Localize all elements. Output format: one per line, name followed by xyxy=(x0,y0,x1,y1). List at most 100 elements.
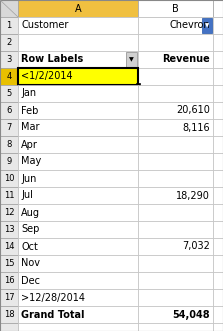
Text: Customer: Customer xyxy=(21,21,68,30)
Bar xyxy=(138,170,213,187)
Text: >12/28/2014: >12/28/2014 xyxy=(21,293,85,303)
Bar xyxy=(0,289,18,306)
Bar xyxy=(138,272,213,289)
Bar xyxy=(138,102,213,119)
Bar xyxy=(213,85,223,102)
Bar xyxy=(18,119,138,136)
Bar xyxy=(213,68,223,85)
Text: 13: 13 xyxy=(4,225,14,234)
Bar xyxy=(0,119,18,136)
Bar xyxy=(138,34,213,51)
Bar xyxy=(0,0,18,17)
Bar xyxy=(138,0,213,17)
Bar xyxy=(126,52,137,67)
Text: 11: 11 xyxy=(4,191,14,200)
Bar xyxy=(0,323,18,331)
Bar xyxy=(138,323,213,331)
Text: Apr: Apr xyxy=(21,139,38,150)
Bar xyxy=(138,51,213,68)
Bar xyxy=(213,0,223,17)
Bar xyxy=(138,221,213,238)
Bar xyxy=(138,238,213,255)
Bar xyxy=(0,34,18,51)
Bar xyxy=(213,136,223,153)
Bar xyxy=(0,68,18,85)
Bar xyxy=(213,204,223,221)
Bar xyxy=(18,17,138,34)
Text: Chevron: Chevron xyxy=(169,21,210,30)
Text: Oct: Oct xyxy=(21,242,38,252)
Text: 15: 15 xyxy=(4,259,14,268)
Text: Jun: Jun xyxy=(21,173,36,183)
Text: Revenue: Revenue xyxy=(162,55,210,65)
Text: Sep: Sep xyxy=(21,224,39,234)
Bar xyxy=(213,187,223,204)
Bar xyxy=(213,170,223,187)
Text: Jul: Jul xyxy=(21,191,33,201)
Bar xyxy=(0,51,18,68)
Text: ▼: ▼ xyxy=(129,57,134,62)
Bar xyxy=(138,153,213,170)
Bar xyxy=(18,85,138,102)
Bar xyxy=(0,187,18,204)
Bar xyxy=(18,187,138,204)
Bar xyxy=(138,68,213,85)
Bar xyxy=(213,34,223,51)
Bar xyxy=(0,136,18,153)
Bar xyxy=(136,83,140,87)
Bar xyxy=(18,323,138,331)
Bar xyxy=(213,306,223,323)
Bar xyxy=(202,18,212,33)
Text: 54,048: 54,048 xyxy=(172,309,210,319)
Text: 8: 8 xyxy=(6,140,12,149)
Text: B: B xyxy=(172,4,179,14)
Text: 10: 10 xyxy=(4,174,14,183)
Bar xyxy=(18,204,138,221)
Text: Grand Total: Grand Total xyxy=(21,309,85,319)
Bar xyxy=(138,289,213,306)
Text: 7,032: 7,032 xyxy=(182,242,210,252)
Bar xyxy=(213,255,223,272)
Bar xyxy=(18,306,138,323)
Bar xyxy=(18,255,138,272)
Bar xyxy=(18,238,138,255)
Bar xyxy=(138,204,213,221)
Bar xyxy=(0,170,18,187)
Text: 3: 3 xyxy=(6,55,12,64)
Bar xyxy=(213,17,223,34)
Bar xyxy=(0,238,18,255)
Bar xyxy=(138,255,213,272)
Bar xyxy=(18,272,138,289)
Bar xyxy=(18,0,138,17)
Bar xyxy=(18,68,138,85)
Text: 4: 4 xyxy=(6,72,12,81)
Text: A: A xyxy=(75,4,81,14)
Bar xyxy=(0,272,18,289)
Bar xyxy=(138,17,213,34)
Bar xyxy=(213,238,223,255)
Text: 17: 17 xyxy=(4,293,14,302)
Text: 20,610: 20,610 xyxy=(176,106,210,116)
Text: 14: 14 xyxy=(4,242,14,251)
Bar xyxy=(213,119,223,136)
Bar xyxy=(0,204,18,221)
Text: Aug: Aug xyxy=(21,208,40,217)
Bar xyxy=(0,153,18,170)
Text: Jan: Jan xyxy=(21,88,36,99)
Bar xyxy=(138,119,213,136)
Bar xyxy=(213,323,223,331)
Text: 9: 9 xyxy=(6,157,12,166)
Text: Mar: Mar xyxy=(21,122,39,132)
Text: 7: 7 xyxy=(6,123,12,132)
Bar xyxy=(213,221,223,238)
Bar xyxy=(18,289,138,306)
Bar xyxy=(213,51,223,68)
Bar xyxy=(18,102,138,119)
Bar xyxy=(18,68,138,85)
Bar xyxy=(138,187,213,204)
Text: 1: 1 xyxy=(6,21,12,30)
Bar xyxy=(18,51,138,68)
Bar xyxy=(18,153,138,170)
Text: 18: 18 xyxy=(4,310,14,319)
Bar xyxy=(138,85,213,102)
